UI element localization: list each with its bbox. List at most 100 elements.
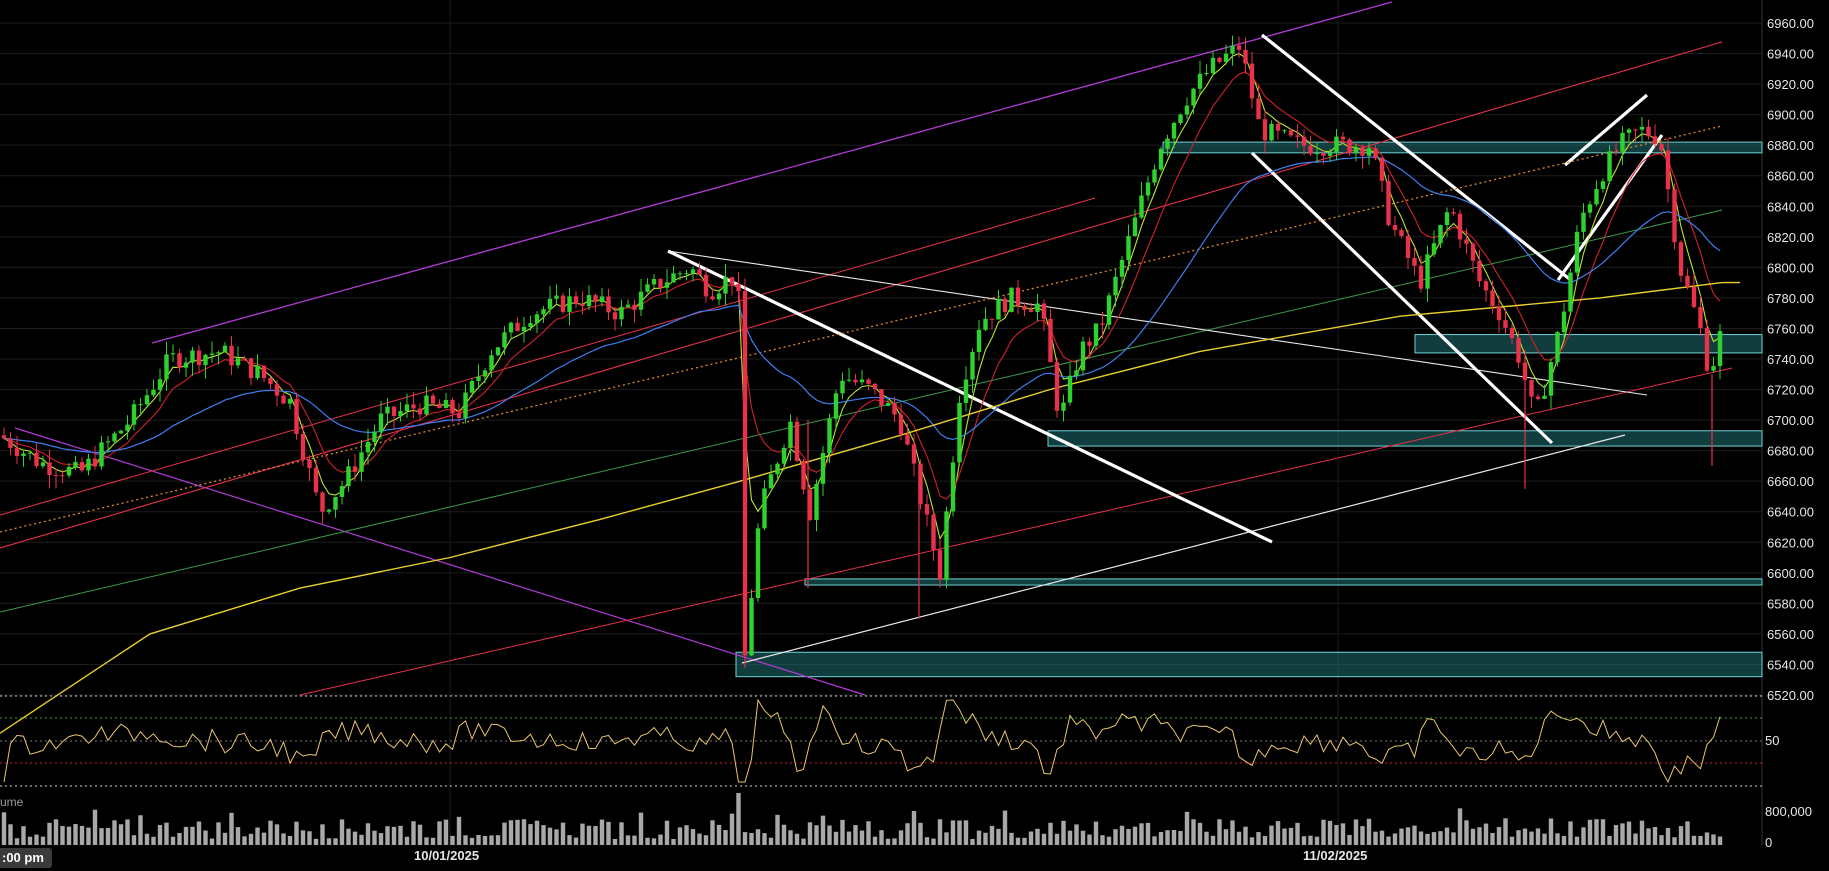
candle-body <box>1386 180 1391 226</box>
candle-body <box>404 404 410 412</box>
volume-bar <box>73 824 78 845</box>
volume-bar <box>794 833 800 845</box>
volume-bar <box>1652 827 1658 845</box>
volume-bar <box>619 822 624 845</box>
volume-bar <box>651 838 657 845</box>
volume-bar <box>762 833 767 845</box>
volume-bar <box>1386 836 1391 845</box>
volume-bar <box>1197 822 1203 845</box>
volume-bar <box>547 827 553 845</box>
candle-body <box>599 296 605 303</box>
magenta-down-line <box>14 427 866 696</box>
candle-body <box>1178 114 1183 123</box>
candle-body <box>723 277 728 294</box>
candle-body <box>846 379 852 381</box>
volume-bar <box>840 819 845 845</box>
candle-body <box>1282 130 1287 132</box>
volume-bar <box>235 827 241 845</box>
volume-bar <box>21 826 26 845</box>
candle-body <box>144 395 150 405</box>
volume-bar <box>320 824 325 845</box>
volume-bar <box>710 820 715 845</box>
candle-body <box>229 345 234 366</box>
volume-bar <box>1243 826 1248 845</box>
candle-body <box>892 403 897 415</box>
volume-bar <box>86 827 91 845</box>
candle-body <box>944 511 949 580</box>
candle-body <box>1685 275 1690 287</box>
candle-body <box>625 304 631 307</box>
candle-body <box>14 448 20 457</box>
volume-bar <box>1152 836 1157 845</box>
volume-bar <box>1717 836 1723 845</box>
volume-bar <box>872 836 878 845</box>
volume-bar <box>1555 833 1560 845</box>
volume-bar <box>1249 837 1255 845</box>
volume-bar <box>1321 819 1326 845</box>
candle-body <box>1607 151 1612 182</box>
candle-body <box>27 452 33 454</box>
candle-body <box>1035 303 1040 312</box>
candle-body <box>1542 395 1547 399</box>
candle-body <box>255 365 260 379</box>
candle-body <box>1158 148 1164 170</box>
candle-body <box>242 358 247 360</box>
candle-body <box>476 376 481 381</box>
candle-body <box>164 354 169 380</box>
volume-bar <box>1171 830 1177 845</box>
candle-body <box>151 389 156 396</box>
volume-bar <box>1477 827 1482 845</box>
volume-bar <box>1347 834 1352 845</box>
candle-body <box>1626 129 1632 133</box>
candle-body <box>118 430 124 434</box>
volume-bar <box>79 825 85 845</box>
candle-body <box>1301 136 1307 146</box>
candle-body <box>1015 287 1021 306</box>
volume-bar <box>359 834 364 845</box>
volume-bar <box>1711 834 1716 845</box>
volume-bar <box>573 837 579 845</box>
candle-body <box>1477 260 1482 282</box>
volume-bar <box>1061 820 1066 845</box>
price-tick-label: 6540.00 <box>1767 657 1814 672</box>
volume-bar <box>541 825 546 845</box>
volume-bar <box>53 819 59 845</box>
candle-body <box>534 314 540 324</box>
candle-body <box>326 509 332 512</box>
volume-bar <box>1236 831 1242 845</box>
volume-bar <box>1633 833 1638 845</box>
candle-body <box>1613 151 1619 153</box>
candle-body <box>1022 305 1027 310</box>
candle-body <box>1100 323 1105 325</box>
candle-body <box>794 421 800 461</box>
candle-body <box>1652 136 1658 145</box>
candle-body <box>775 463 780 475</box>
volume-bar <box>508 820 514 845</box>
candle-body <box>1399 230 1404 236</box>
volume-bar <box>963 820 969 845</box>
volume-bar <box>677 827 683 845</box>
volume-bar <box>105 827 111 845</box>
candle-body <box>216 352 221 354</box>
candle-body <box>1171 122 1177 139</box>
volume-bar <box>1074 824 1079 845</box>
price-tick-label: 6820.00 <box>1767 230 1814 245</box>
volume-bar <box>190 826 195 845</box>
volume-bar <box>918 822 923 845</box>
volume-bar <box>599 819 605 845</box>
volume-bar <box>391 826 397 845</box>
volume-bar <box>612 838 618 845</box>
candle-body <box>1516 338 1521 363</box>
volume-bar <box>1581 827 1586 845</box>
candle-body <box>411 404 416 409</box>
volume-bar <box>1665 828 1671 845</box>
candle-body <box>1561 311 1567 333</box>
candle-body <box>138 404 143 406</box>
volume-bar <box>1158 831 1164 845</box>
volume-bar <box>1587 819 1593 845</box>
candle-body <box>1184 105 1190 115</box>
volume-bar <box>489 835 494 845</box>
volume-bar <box>944 832 949 845</box>
volume-bar <box>1509 836 1515 845</box>
